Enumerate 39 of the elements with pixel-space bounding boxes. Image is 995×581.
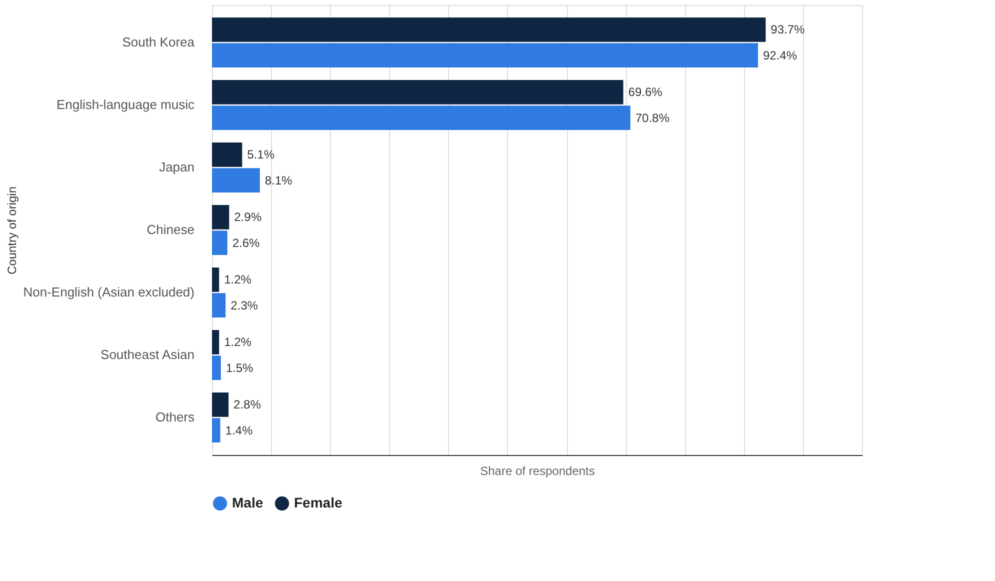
data-label: 69.6% — [628, 85, 663, 100]
y-axis-title: Country of origin — [5, 186, 20, 275]
data-label: 1.2% — [224, 272, 252, 287]
x-axis-title: Share of respondents — [480, 464, 595, 478]
bar — [212, 268, 220, 292]
bar — [212, 205, 230, 230]
y-tick-label: Southeast Asian — [100, 347, 194, 362]
data-label: 93.7% — [770, 22, 806, 37]
bar — [212, 106, 630, 130]
bar — [212, 43, 758, 68]
data-label: 1.2% — [224, 335, 252, 350]
bar — [212, 142, 242, 167]
data-label: 70.8% — [635, 110, 670, 125]
y-tick-label: Others — [155, 410, 195, 424]
bar — [212, 18, 766, 42]
data-label: 5.1% — [247, 148, 275, 162]
bar — [212, 392, 229, 417]
bar — [212, 330, 220, 354]
bar — [212, 418, 220, 442]
legend-label: Male — [232, 494, 264, 510]
y-tick-label: Chinese — [146, 222, 194, 237]
data-label: 2.3% — [230, 298, 258, 312]
bar — [212, 168, 260, 192]
data-label: 2.9% — [234, 210, 262, 224]
data-label: 2.6% — [232, 236, 260, 250]
y-tick-label: Non-English (Asian excluded) — [23, 284, 194, 300]
data-label: 92.4% — [763, 48, 798, 62]
y-tick-label: Japan — [159, 160, 194, 174]
y-tick-label: South Korea — [122, 34, 196, 50]
bar — [212, 293, 226, 318]
bar — [212, 80, 624, 104]
data-label: 1.4% — [225, 423, 253, 438]
y-tick-label: English-language music — [56, 97, 195, 112]
bar — [212, 356, 221, 380]
data-label: 8.1% — [264, 173, 293, 188]
legend-label: Female — [294, 494, 342, 510]
bar — [212, 230, 228, 255]
data-label: 1.5% — [226, 360, 254, 375]
data-label: 2.8% — [234, 398, 262, 412]
